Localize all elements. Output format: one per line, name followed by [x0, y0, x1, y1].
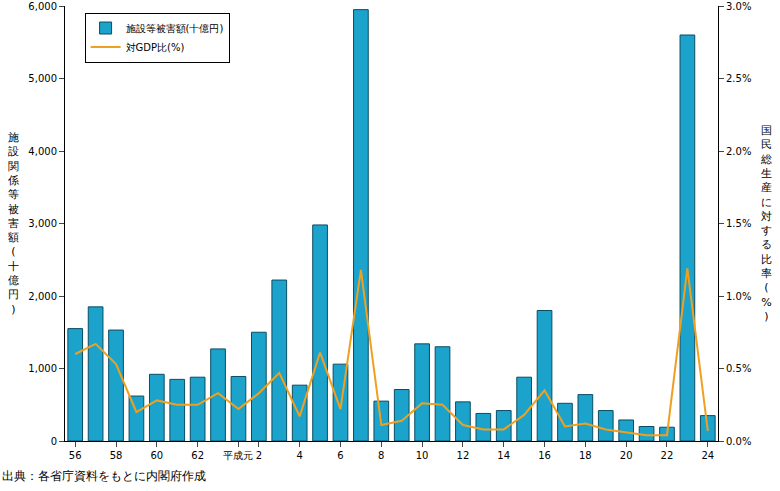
svg-text:12: 12: [457, 450, 470, 461]
svg-text:2.5%: 2.5%: [726, 73, 751, 84]
svg-text:10: 10: [416, 450, 429, 461]
svg-text:4: 4: [296, 450, 302, 461]
svg-text:1,000: 1,000: [28, 363, 57, 374]
svg-text:62: 62: [191, 450, 204, 461]
svg-text:6: 6: [337, 450, 343, 461]
svg-text:2,000: 2,000: [28, 291, 57, 302]
svg-text:6,000: 6,000: [28, 1, 57, 12]
svg-text:平成元: 平成元: [223, 450, 253, 461]
svg-text:2: 2: [256, 450, 262, 461]
svg-text:1.5%: 1.5%: [726, 218, 751, 229]
svg-text:14: 14: [497, 450, 510, 461]
svg-text:60: 60: [150, 450, 163, 461]
svg-text:2.0%: 2.0%: [726, 146, 751, 157]
svg-text:0.5%: 0.5%: [726, 363, 751, 374]
svg-text:58: 58: [110, 450, 123, 461]
svg-text:5,000: 5,000: [28, 73, 57, 84]
svg-text:1.0%: 1.0%: [726, 291, 751, 302]
svg-text:施設等被害額(十億円): 施設等被害額(十億円): [126, 23, 224, 34]
svg-text:56: 56: [69, 450, 82, 461]
svg-text:国民総生産に対する比率(%): 国民総生産に対する比率(%): [760, 124, 772, 323]
svg-text:22: 22: [661, 450, 674, 461]
svg-text:18: 18: [579, 450, 592, 461]
svg-text:0.0%: 0.0%: [726, 436, 751, 447]
svg-text:3,000: 3,000: [28, 218, 57, 229]
svg-text:3.0%: 3.0%: [726, 1, 751, 12]
svg-text:施設関係等被害額(十億円): 施設関係等被害額(十億円): [8, 131, 19, 316]
svg-text:4,000: 4,000: [28, 146, 57, 157]
svg-text:20: 20: [620, 450, 633, 461]
svg-text:出典：各省庁資料をもとに内閣府作成: 出典：各省庁資料をもとに内閣府作成: [2, 469, 206, 483]
svg-text:24: 24: [701, 450, 714, 461]
svg-text:対GDP比(%): 対GDP比(%): [126, 42, 185, 53]
svg-text:8: 8: [378, 450, 384, 461]
svg-text:16: 16: [538, 450, 551, 461]
svg-text:0: 0: [51, 436, 57, 447]
